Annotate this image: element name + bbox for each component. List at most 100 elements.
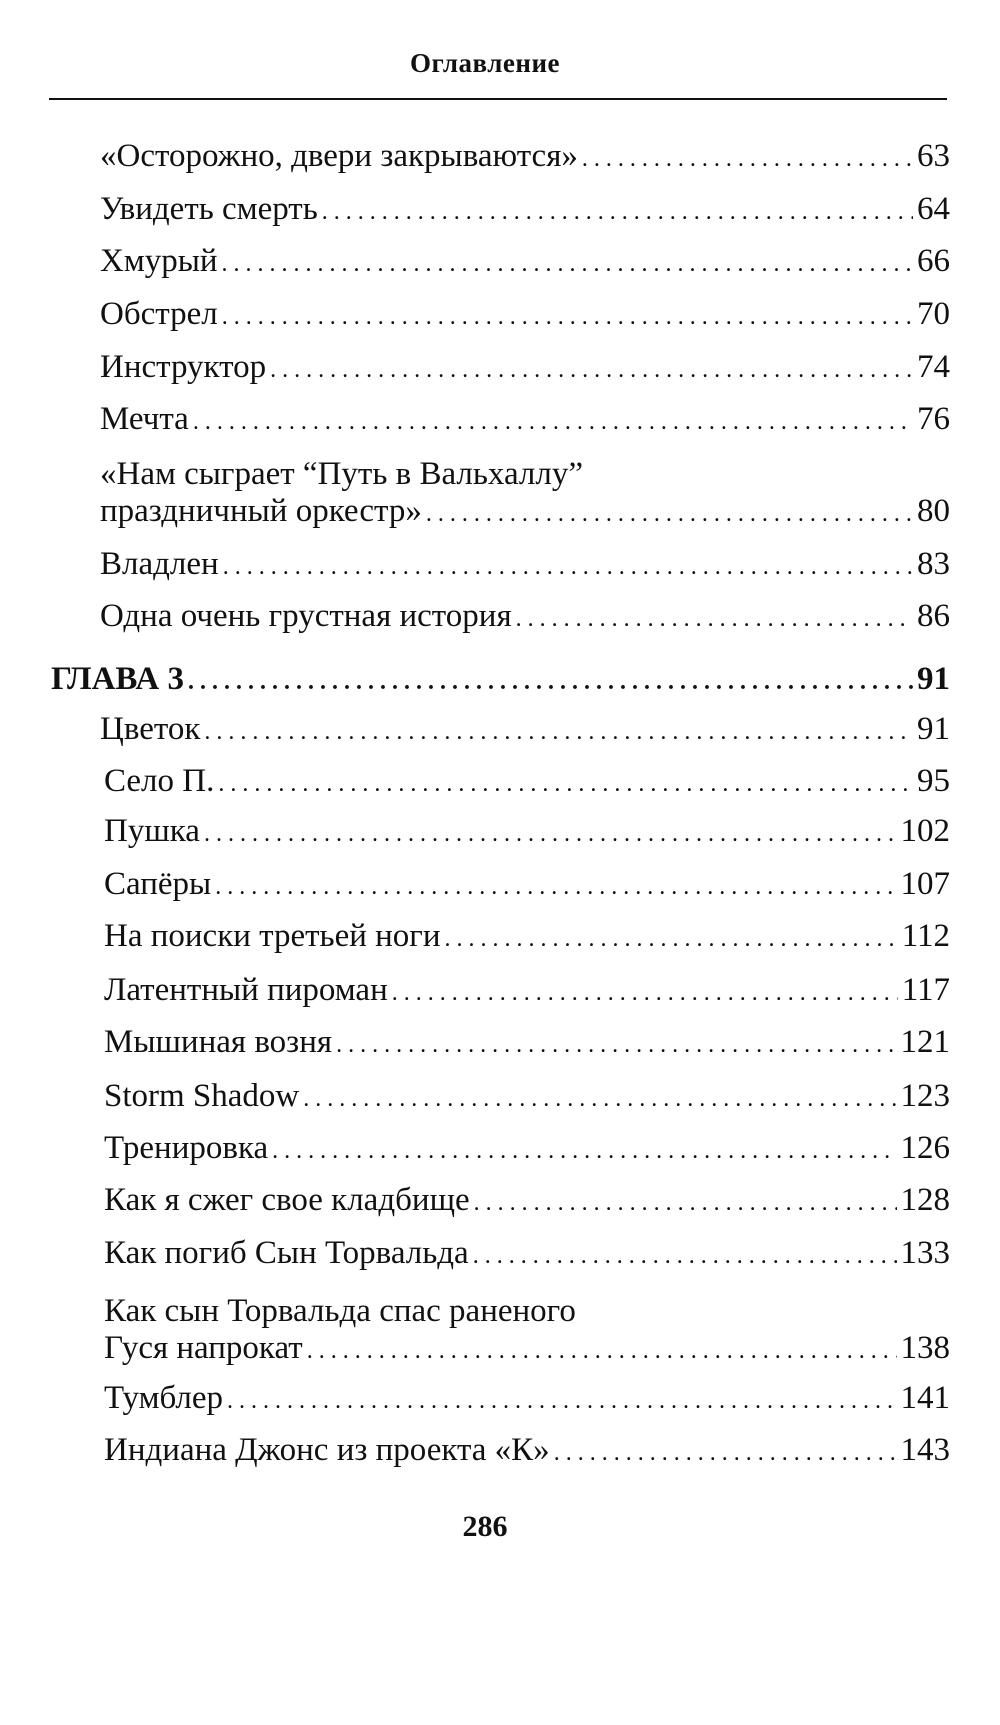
dot-leader: [204, 814, 897, 854]
toc-entry-title: Хмурый: [100, 243, 218, 279]
toc-entry: Инструктор 74: [100, 347, 950, 390]
dot-leader: [474, 1183, 897, 1223]
toc-entry: Цветок 91: [100, 709, 950, 752]
toc-entry: Индиана Джонс из проекта «К» 143: [104, 1430, 950, 1473]
toc-entry-page: 83: [917, 546, 950, 582]
toc-entry: Увидеть смерть 64: [100, 189, 950, 232]
toc-entry: Тумблер 141: [104, 1378, 950, 1421]
dot-leader: [222, 244, 913, 284]
toc-entry-page: 95: [917, 763, 950, 799]
toc-entry-title: Мышиная возня: [104, 1024, 333, 1060]
toc-entry-page: 138: [900, 1330, 951, 1366]
dot-leader: [227, 1381, 896, 1421]
toc-entry-page: 70: [917, 296, 950, 332]
dot-leader: [270, 350, 913, 390]
toc-entry: Село П. 95: [104, 761, 950, 804]
toc-entry-page: 63: [917, 138, 950, 174]
dot-leader: [322, 192, 913, 232]
toc-entry: праздничный оркестр» 80: [100, 491, 950, 534]
toc-entry: Сапёры 107: [104, 864, 950, 907]
toc-entry-page: 76: [917, 401, 950, 437]
dot-leader: [223, 547, 913, 587]
toc-entry: Мечта 76: [100, 399, 950, 442]
toc-entry-page: 128: [900, 1182, 951, 1218]
dot-leader: [272, 1131, 896, 1171]
toc-entry-title: Увидеть смерть: [100, 191, 318, 227]
page-number: 286: [462, 1510, 508, 1543]
toc-entry-title: Инструктор: [100, 349, 267, 385]
toc-entry-title-line1: Как сын Торвальда спас раненого: [104, 1293, 576, 1329]
toc-entry-title: Storm Shadow: [104, 1078, 300, 1114]
toc-entry-page: 91: [917, 661, 950, 697]
toc-entry-title: Владлен: [100, 546, 219, 582]
toc-entry: Одна очень грустная история 86: [100, 596, 950, 639]
toc-entry-page: 74: [917, 349, 950, 385]
toc-entry-page: 143: [900, 1432, 951, 1468]
toc-entry: Владлен 83: [100, 544, 950, 587]
toc-entry-page: 66: [917, 243, 950, 279]
toc-entry-page: 102: [900, 813, 951, 849]
toc-entry-page: 107: [900, 866, 951, 902]
toc-chapter-entry: ГЛАВА 3 91: [51, 659, 950, 702]
toc-entry-title: ГЛАВА 3: [51, 661, 184, 697]
dot-leader: [445, 919, 898, 959]
dot-leader: [426, 494, 913, 534]
header-rule: [49, 98, 947, 100]
toc-entry-title: Одна очень грустная история: [100, 598, 512, 634]
toc-entry-title: Сапёры: [104, 866, 212, 902]
toc-entry-page: 117: [901, 972, 950, 1008]
toc-entry-page: 112: [901, 918, 950, 954]
toc-entry: Тренировка 126: [104, 1128, 950, 1171]
toc-entry-title: Пушка: [104, 813, 200, 849]
toc-entry-title: Мечта: [100, 401, 189, 437]
toc-entry-page: 64: [917, 191, 950, 227]
dot-leader: [188, 662, 913, 702]
toc-entry-page: 141: [900, 1380, 951, 1416]
toc-entry-title-line1: «Нам сыграет “Путь в Вальхаллу”: [100, 456, 584, 492]
dot-leader: [307, 1331, 897, 1371]
toc-entry-title: На поиски третьей ноги: [104, 918, 441, 954]
toc-entry-page: 123: [900, 1078, 951, 1114]
toc-entry-title: Обстрел: [100, 296, 218, 332]
toc-entry: Как я сжег свое кладбище 128: [104, 1180, 950, 1223]
toc-entry-title: Тумблер: [104, 1380, 224, 1416]
toc-entry: Как погиб Сын Торвальда 133: [104, 1233, 950, 1276]
toc-entry: Мышиная возня 121: [104, 1022, 950, 1065]
dot-leader: [193, 402, 913, 442]
toc-entry-title: праздничный оркестр»: [100, 493, 422, 529]
toc-entry-page: 86: [917, 598, 950, 634]
toc-entry: Storm Shadow 123: [104, 1076, 950, 1119]
toc-entry-title: Латентный пироман: [104, 972, 388, 1008]
toc-entry: На поиски третьей ноги 112: [104, 916, 950, 959]
toc-entry-title: Цветок: [100, 711, 201, 747]
dot-leader: [554, 1433, 897, 1473]
toc-entry-page: 133: [900, 1235, 951, 1271]
toc-entry-title: Село П.: [104, 763, 215, 799]
toc-entry: Гуся напрокат 138: [104, 1328, 950, 1371]
dot-leader: [303, 1079, 896, 1119]
toc-entry-page: 91: [917, 711, 950, 747]
dot-leader: [215, 867, 896, 907]
toc-entry-title: Тренировка: [104, 1130, 269, 1166]
toc-entry-title: Как погиб Сын Торвальда: [104, 1235, 469, 1271]
toc-entry-page: 80: [917, 493, 950, 529]
toc-entry: «Осторожно, двери закрываются» 63: [100, 136, 950, 179]
dot-leader: [218, 764, 913, 804]
toc-entry: Латентный пироман 117: [104, 970, 950, 1013]
toc-entry-page: 126: [900, 1130, 951, 1166]
dot-leader: [222, 297, 913, 337]
dot-leader: [392, 973, 898, 1013]
toc-entry: Пушка 102: [104, 811, 950, 854]
toc-entry-page: 121: [900, 1024, 951, 1060]
page-header-title: Оглавление: [410, 48, 560, 78]
toc-entry: Обстрел 70: [100, 294, 950, 337]
toc-entry-title: «Осторожно, двери закрываются»: [100, 138, 578, 174]
toc-entry-title: Индиана Джонс из проекта «К»: [104, 1432, 550, 1468]
dot-leader: [204, 712, 913, 752]
toc-entry-title: Как я сжег свое кладбище: [104, 1182, 470, 1218]
dot-leader: [516, 599, 913, 639]
dot-leader: [582, 139, 913, 179]
toc-entry: Хмурый 66: [100, 241, 950, 284]
dot-leader: [336, 1025, 896, 1065]
dot-leader: [473, 1236, 897, 1276]
